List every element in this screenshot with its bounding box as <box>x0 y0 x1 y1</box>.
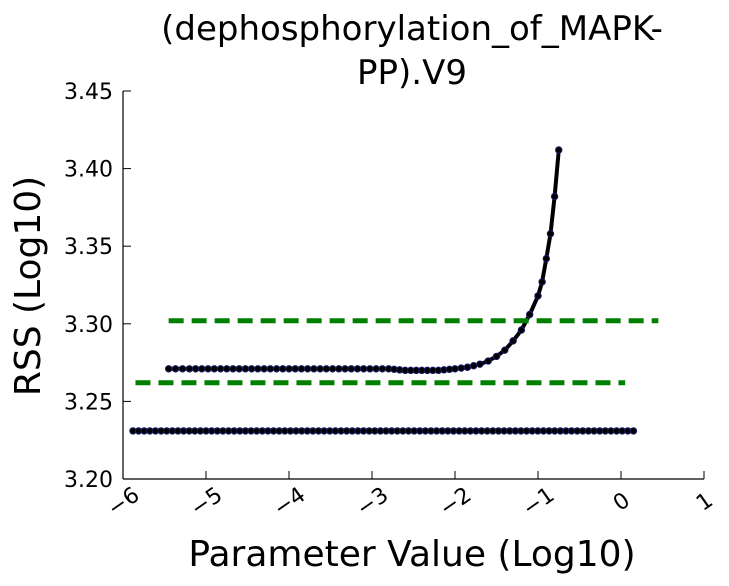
data-point <box>509 337 517 345</box>
data-point <box>360 365 368 373</box>
data-point <box>526 310 534 319</box>
y-tick-label: 3.20 <box>64 468 113 493</box>
data-point <box>247 365 256 373</box>
data-point <box>198 365 206 373</box>
plot-area <box>129 146 659 435</box>
data-point <box>272 365 281 373</box>
data-point <box>366 365 374 373</box>
y-tick-label: 3.40 <box>64 158 113 183</box>
data-point <box>164 365 173 373</box>
y-tick-label: 3.45 <box>64 80 113 105</box>
data-point <box>229 365 237 373</box>
data-point <box>555 146 563 154</box>
x-tick-label: 0 <box>609 488 635 517</box>
data-point <box>303 365 312 373</box>
data-point <box>178 365 187 373</box>
data-point <box>372 365 380 373</box>
data-point <box>216 365 225 373</box>
data-point <box>550 192 559 201</box>
data-point <box>463 363 472 371</box>
data-point <box>335 365 343 373</box>
data-point <box>378 365 387 373</box>
data-point <box>204 365 212 373</box>
data-point <box>353 365 362 373</box>
data-point <box>316 365 324 373</box>
data-point <box>185 365 194 373</box>
axes: −6 −5 −4 −3 −2 −1 0 13.203.253.303.353.403.45 <box>64 80 718 522</box>
x-tick-label: −3 <box>352 483 393 522</box>
data-point <box>501 346 509 354</box>
data-point <box>297 365 306 373</box>
series-line-1 <box>168 149 561 373</box>
x-tick-label: −1 <box>518 483 559 522</box>
data-point <box>341 365 349 373</box>
data-point <box>210 365 219 373</box>
data-point <box>241 365 250 373</box>
data-point <box>451 365 459 373</box>
chart-title-line-1: (dephosphorylation_of_MAPK- <box>161 9 663 49</box>
data-point <box>291 365 299 373</box>
x-axis-label: Parameter Value (Log10) <box>188 534 635 575</box>
data-point <box>171 365 180 373</box>
data-point <box>469 362 478 370</box>
data-point <box>538 278 546 286</box>
data-point <box>534 292 542 300</box>
x-tick-label: −5 <box>186 483 227 522</box>
data-point <box>310 365 318 373</box>
data-point <box>328 365 337 373</box>
y-tick-label: 3.25 <box>64 390 113 415</box>
data-point <box>517 326 526 334</box>
x-tick-label: 1 <box>692 488 718 517</box>
data-point <box>260 365 268 373</box>
y-axis-label: RSS (Log10) <box>8 176 49 396</box>
data-point <box>322 365 331 373</box>
data-point <box>629 427 638 435</box>
data-point <box>484 357 492 365</box>
data-point <box>279 365 287 373</box>
y-tick-label: 3.35 <box>64 235 113 260</box>
data-point <box>492 352 501 361</box>
data-point <box>546 230 555 238</box>
data-point <box>223 365 231 373</box>
data-point <box>457 364 465 372</box>
x-tick-label: −2 <box>435 483 476 522</box>
chart-title-line-2: PP).V9 <box>357 53 467 93</box>
data-point <box>254 365 262 373</box>
data-point <box>542 254 550 263</box>
data-point <box>266 365 275 373</box>
data-point <box>476 360 484 368</box>
data-point <box>347 365 355 373</box>
x-tick-label: −4 <box>269 483 310 522</box>
y-tick-label: 3.30 <box>64 313 113 338</box>
data-point <box>235 365 243 373</box>
data-point <box>285 365 293 373</box>
data-point <box>191 365 200 373</box>
